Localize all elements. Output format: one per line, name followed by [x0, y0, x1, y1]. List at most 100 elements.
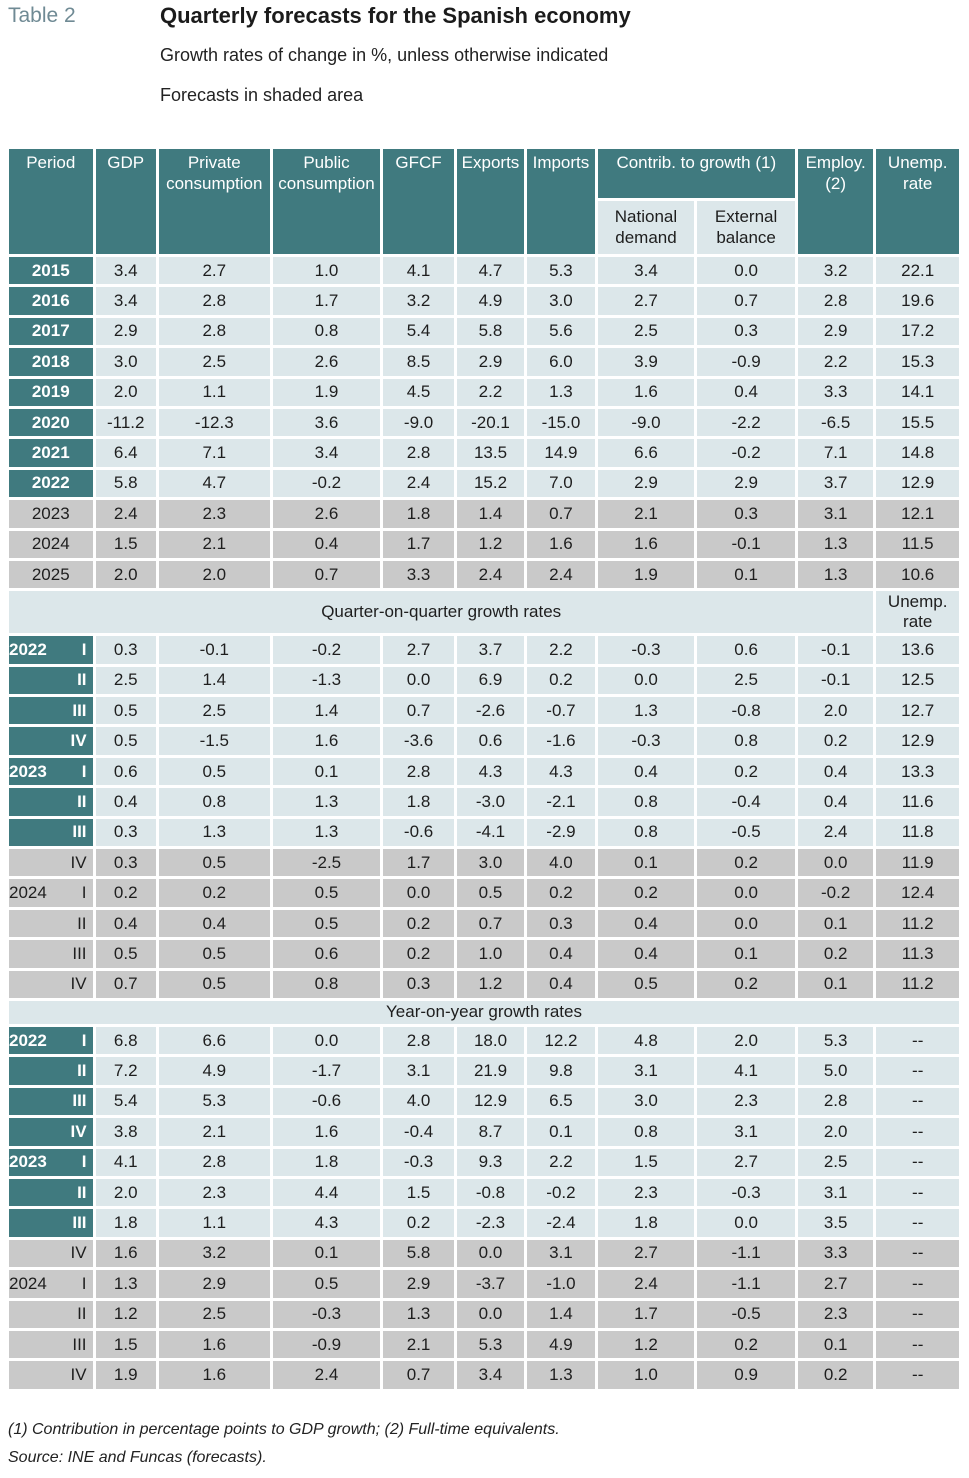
period-cell: IV — [9, 1361, 93, 1389]
private-consumption-cell: 0.4 — [158, 909, 270, 938]
unemp-rate-cell: 12.9 — [876, 727, 959, 755]
national-demand-cell: 0.2 — [597, 879, 695, 907]
period-cell: III — [9, 1330, 93, 1359]
public-consumption-cell: 0.8 — [272, 317, 381, 346]
employment-cell: 0.1 — [797, 970, 874, 998]
national-demand-cell: 3.0 — [597, 1087, 695, 1116]
external-balance-cell: -0.2 — [697, 439, 795, 467]
period-cell: II — [9, 909, 93, 938]
national-demand-cell: 1.6 — [597, 378, 695, 406]
unemp-rate-cell: -- — [876, 1270, 959, 1298]
national-demand-cell: 0.4 — [597, 757, 695, 786]
exports-cell: 5.3 — [456, 1330, 525, 1359]
unemp-rate-cell: 17.2 — [876, 317, 959, 346]
table-row: 2021 6.4 7.1 3.4 2.8 13.5 14.9 6.6 -0.2 7.1 14.8 — [9, 439, 959, 467]
public-consumption-cell: 0.5 — [272, 909, 381, 938]
external-balance-cell: 0.0 — [697, 909, 795, 938]
unemp-rate-cell: -- — [876, 1361, 959, 1389]
gdp-cell: 1.9 — [95, 1361, 156, 1389]
section-unemp-rate: Unemp. rate — [876, 591, 959, 634]
period-cell: IV — [9, 1239, 93, 1268]
public-consumption-cell: 0.8 — [272, 970, 381, 998]
external-balance-cell: -0.5 — [697, 1300, 795, 1328]
gfcf-cell: -9.0 — [383, 408, 454, 437]
national-demand-cell: 0.0 — [597, 666, 695, 695]
private-consumption-cell: 1.1 — [158, 1209, 270, 1237]
private-consumption-cell: 1.3 — [158, 818, 270, 847]
public-consumption-cell: 3.6 — [272, 408, 381, 437]
national-demand-cell: 1.6 — [597, 530, 695, 558]
table-row: IV 3.8 2.1 1.6 -0.4 8.7 0.1 0.8 3.1 2.0 -- — [9, 1118, 959, 1146]
header-private-consumption: Private consumption — [158, 149, 270, 254]
period-cell: III — [9, 1209, 93, 1237]
gfcf-cell: 2.8 — [383, 757, 454, 786]
exports-cell: 0.0 — [456, 1300, 525, 1328]
table-row: 2015 3.4 2.7 1.0 4.1 4.7 5.3 3.4 0.0 3.2 22.1 — [9, 257, 959, 285]
period-cell: III — [9, 818, 93, 847]
employment-cell: 3.1 — [797, 500, 874, 528]
exports-cell: 12.9 — [456, 1087, 525, 1116]
unemp-rate-cell: -- — [876, 1178, 959, 1207]
imports-cell: 5.3 — [527, 257, 595, 285]
period-quarter: II — [77, 1304, 87, 1324]
imports-cell: -2.1 — [527, 788, 595, 816]
employment-cell: -0.1 — [797, 666, 874, 695]
period-cell: 2022 I — [9, 636, 93, 664]
gdp-cell: 2.9 — [95, 317, 156, 346]
gdp-cell: 2.0 — [95, 378, 156, 406]
external-balance-cell: 0.0 — [697, 879, 795, 907]
gfcf-cell: 3.1 — [383, 1057, 454, 1085]
imports-cell: 5.6 — [527, 317, 595, 346]
gfcf-cell: -3.6 — [383, 727, 454, 755]
page-title: Quarterly forecasts for the Spanish econ… — [160, 3, 631, 28]
table-row: 2025 2.0 2.0 0.7 3.3 2.4 2.4 1.9 0.1 1.3 10.6 — [9, 560, 959, 589]
unemp-rate-cell: 11.6 — [876, 788, 959, 816]
private-consumption-cell: -1.5 — [158, 727, 270, 755]
private-consumption-cell: 6.6 — [158, 1026, 270, 1055]
gfcf-cell: 4.0 — [383, 1087, 454, 1116]
unemp-rate-cell: 11.9 — [876, 849, 959, 877]
period-quarter: III — [72, 1334, 87, 1354]
national-demand-cell: 1.0 — [597, 1361, 695, 1389]
gfcf-cell: 8.5 — [383, 348, 454, 376]
public-consumption-cell: 2.6 — [272, 500, 381, 528]
table-row: III 5.4 5.3 -0.6 4.0 12.9 6.5 3.0 2.3 2.8 -- — [9, 1087, 959, 1116]
period-quarter: IV — [70, 1364, 87, 1384]
gdp-cell: 6.8 — [95, 1026, 156, 1055]
external-balance-cell: 2.3 — [697, 1087, 795, 1116]
employment-cell: 2.3 — [797, 1300, 874, 1328]
exports-cell: 5.8 — [456, 317, 525, 346]
public-consumption-cell: 1.9 — [272, 378, 381, 406]
exports-cell: 4.7 — [456, 257, 525, 285]
employment-cell: 0.0 — [797, 849, 874, 877]
public-consumption-cell: 0.0 — [272, 1026, 381, 1055]
unemp-rate-cell: -- — [876, 1300, 959, 1328]
public-consumption-cell: -0.2 — [272, 469, 381, 498]
imports-cell: 2.2 — [527, 1148, 595, 1176]
employment-cell: 3.3 — [797, 1239, 874, 1268]
national-demand-cell: 0.4 — [597, 909, 695, 938]
period-year: 2022 — [9, 1030, 47, 1050]
private-consumption-cell: -0.1 — [158, 636, 270, 664]
period-cell: 2016 — [9, 287, 93, 315]
employment-cell: 2.2 — [797, 348, 874, 376]
public-consumption-cell: -0.6 — [272, 1087, 381, 1116]
imports-cell: 0.2 — [527, 666, 595, 695]
table-row: 2017 2.9 2.8 0.8 5.4 5.8 5.6 2.5 0.3 2.9 17.2 — [9, 317, 959, 346]
imports-cell: -2.9 — [527, 818, 595, 847]
period-quarter: I — [81, 639, 87, 659]
gdp-cell: 1.3 — [95, 1270, 156, 1298]
table-row: II 7.2 4.9 -1.7 3.1 21.9 9.8 3.1 4.1 5.0 -- — [9, 1057, 959, 1085]
exports-cell: -2.3 — [456, 1209, 525, 1237]
employment-cell: 3.1 — [797, 1178, 874, 1207]
period-quarter: II — [77, 791, 87, 811]
period-quarter: III — [72, 700, 87, 720]
gdp-cell: 2.0 — [95, 1178, 156, 1207]
table-row: 2019 2.0 1.1 1.9 4.5 2.2 1.3 1.6 0.4 3.3 14.1 — [9, 378, 959, 406]
exports-cell: 0.6 — [456, 727, 525, 755]
imports-cell: 6.0 — [527, 348, 595, 376]
exports-cell: 6.9 — [456, 666, 525, 695]
national-demand-cell: 6.6 — [597, 439, 695, 467]
gdp-cell: 1.6 — [95, 1239, 156, 1268]
exports-cell: 0.5 — [456, 879, 525, 907]
